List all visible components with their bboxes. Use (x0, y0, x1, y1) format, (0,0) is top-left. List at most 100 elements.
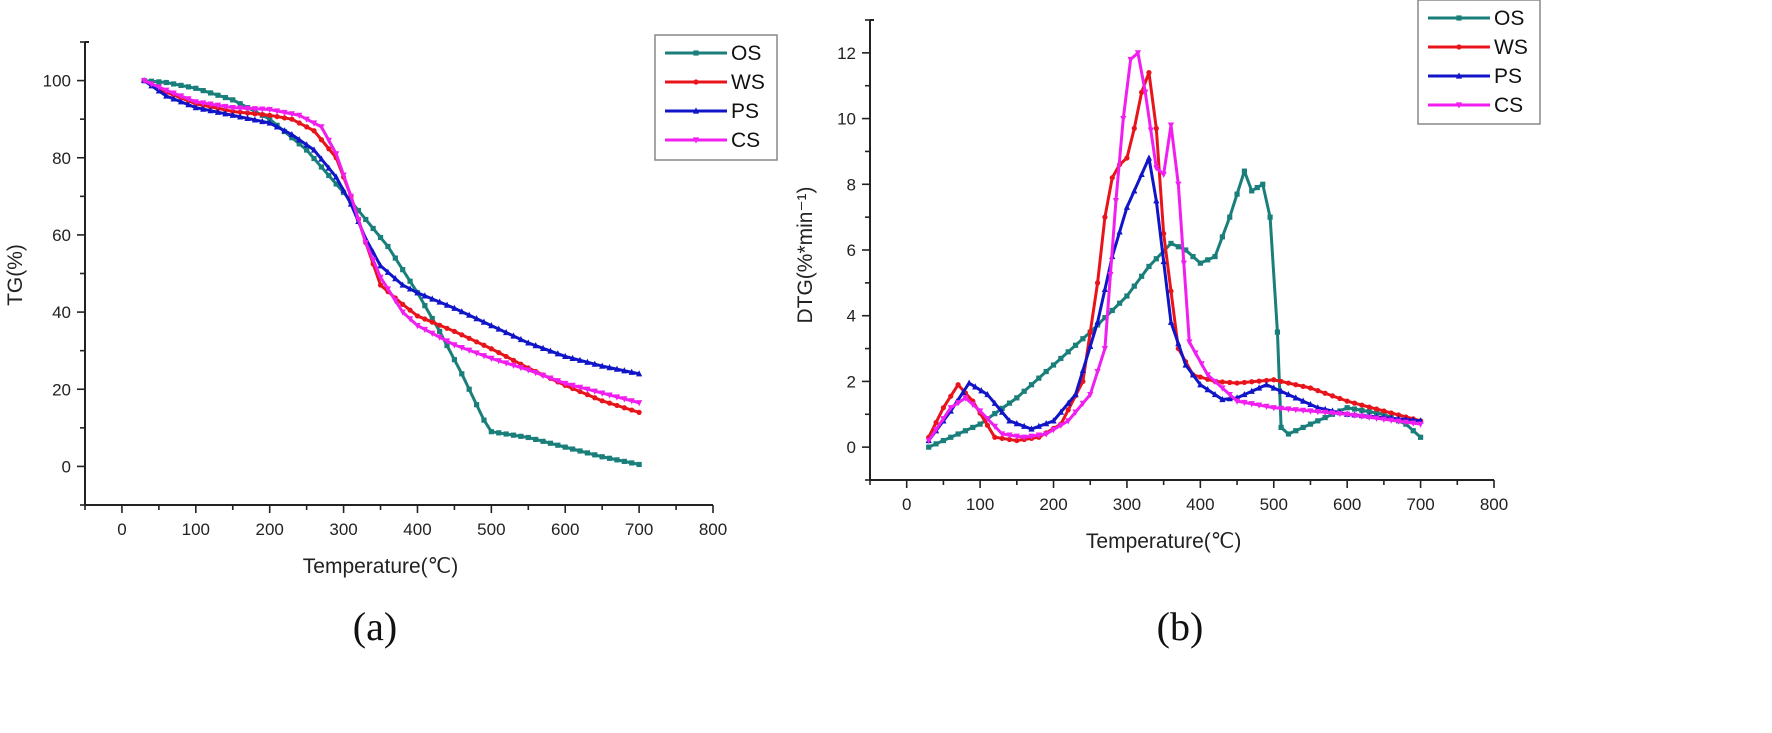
data-point (274, 113, 280, 120)
data-point (399, 281, 406, 288)
data-point (414, 313, 421, 319)
data-point (407, 307, 413, 313)
data-point (311, 128, 317, 134)
data-point (1255, 384, 1263, 391)
data-point (384, 286, 392, 293)
data-point (1204, 386, 1211, 393)
data-point (599, 398, 605, 404)
legend: OS WS PS CS (1417, 0, 1541, 125)
data-point (1094, 280, 1101, 286)
data-point (259, 117, 266, 125)
legend-label: OS (1494, 7, 1524, 30)
y-tick-label: 40 (52, 303, 71, 322)
data-point (962, 395, 969, 402)
data-point (629, 407, 635, 413)
data-point (244, 110, 251, 116)
data-point (1293, 382, 1299, 388)
data-point (628, 398, 635, 405)
data-point (289, 116, 295, 122)
data-point (252, 111, 258, 117)
data-point (310, 146, 318, 153)
data-point (1212, 253, 1218, 260)
data-point (163, 79, 169, 86)
data-point (1124, 293, 1130, 299)
data-point (1359, 407, 1365, 413)
data-point (969, 401, 976, 409)
data-point (613, 394, 621, 401)
data-point (355, 216, 362, 224)
data-point (1314, 404, 1321, 411)
data-point (281, 115, 288, 121)
data-point (266, 119, 273, 126)
data-point (954, 400, 962, 407)
data-point (251, 106, 259, 113)
data-point (1006, 417, 1013, 424)
data-point (377, 234, 384, 241)
data-point (1028, 433, 1035, 440)
data-point (1270, 384, 1277, 391)
data-point (1314, 409, 1321, 416)
data-point (1260, 181, 1266, 187)
data-point (340, 172, 347, 179)
data-point (141, 77, 148, 85)
data-point (318, 164, 325, 170)
data-point (429, 330, 436, 337)
data-point (577, 448, 583, 454)
data-point (436, 334, 443, 341)
data-point (584, 386, 591, 393)
data-point (443, 338, 451, 345)
y-tick-label: 4 (847, 307, 856, 326)
data-point (599, 454, 605, 460)
data-point (984, 422, 991, 428)
data-point (437, 328, 443, 334)
data-point (303, 116, 310, 123)
data-point (1322, 409, 1329, 416)
data-point (451, 357, 458, 363)
data-point (926, 444, 932, 450)
data-point (1043, 419, 1050, 427)
data-point (1344, 405, 1350, 411)
x-tick-label: 500 (477, 520, 505, 539)
data-point (1131, 125, 1137, 132)
os-line (143, 79, 640, 466)
data-point (1035, 432, 1042, 439)
data-point (459, 371, 465, 377)
data-point (540, 438, 546, 444)
data-point (1153, 197, 1160, 204)
data-point (1043, 431, 1050, 438)
x-tick-label: 100 (182, 520, 210, 539)
data-point (326, 146, 332, 152)
data-point (940, 437, 947, 444)
data-point (1219, 234, 1225, 240)
data-point (370, 257, 377, 264)
data-point (584, 450, 590, 456)
data-point (1204, 372, 1211, 379)
data-point (547, 440, 554, 446)
data-point (473, 315, 480, 322)
data-point (185, 96, 192, 103)
data-point (591, 388, 598, 395)
data-point (959, 388, 967, 395)
ps-line (143, 79, 640, 376)
data-point (992, 434, 998, 440)
data-point (621, 396, 628, 403)
data-point (1307, 385, 1314, 391)
data-point (554, 350, 561, 357)
data-point (214, 108, 222, 115)
data-point (1080, 336, 1086, 342)
data-point (1180, 260, 1187, 267)
data-point (237, 109, 243, 115)
data-point (1072, 390, 1079, 398)
panel-label: (a) (353, 604, 397, 649)
data-point (1285, 380, 1292, 386)
data-point (377, 274, 384, 281)
data-point (570, 446, 576, 452)
data-point (1028, 382, 1035, 388)
data-point (1197, 381, 1204, 388)
data-point (1079, 366, 1086, 374)
data-point (288, 131, 295, 138)
data-point (955, 431, 961, 437)
data-point (1161, 230, 1167, 237)
data-point (613, 365, 621, 372)
data-point (1270, 405, 1277, 412)
